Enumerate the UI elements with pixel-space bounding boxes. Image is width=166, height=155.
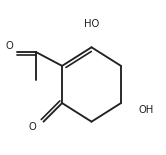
Text: O: O (29, 122, 37, 133)
Text: OH: OH (138, 105, 153, 115)
Text: HO: HO (84, 19, 99, 29)
Text: O: O (5, 41, 13, 51)
